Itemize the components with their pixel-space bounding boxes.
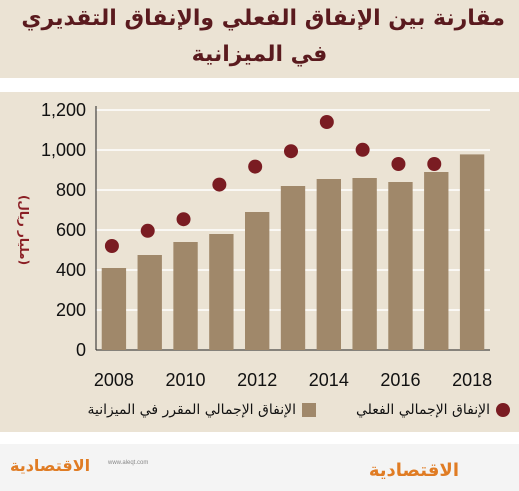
data-point bbox=[391, 157, 406, 171]
y-tick-label: 400 bbox=[56, 260, 86, 280]
data-point bbox=[284, 144, 298, 159]
bar bbox=[280, 186, 306, 350]
x-tick-label: 2016 bbox=[380, 370, 420, 390]
data-point bbox=[248, 159, 263, 174]
data-point bbox=[140, 223, 155, 238]
y-tick-label: 200 bbox=[56, 300, 86, 320]
y-tick-label: 0 bbox=[76, 340, 86, 360]
data-point bbox=[355, 142, 370, 157]
brand-logo-left: الاقتصادية bbox=[10, 456, 91, 475]
bar bbox=[316, 179, 341, 350]
footer: الاقتصادية www.aleqt.com الاقتصادية bbox=[0, 444, 519, 491]
legend-label-actual: الإنفاق الإجمالي الفعلي bbox=[356, 402, 490, 418]
legend-label-budget: الإنفاق الإجمالي المقرر في الميزانية bbox=[87, 402, 297, 418]
legend: الإنفاق الإجمالي الفعلي الإنفاق الإجمالي… bbox=[40, 398, 510, 422]
bar bbox=[424, 172, 449, 350]
y-tick-label: 1,200 bbox=[41, 100, 86, 120]
legend-bar-swatch bbox=[302, 403, 316, 417]
legend-item-budget: الإنفاق الإجمالي المقرر في الميزانية bbox=[87, 402, 316, 418]
bar bbox=[459, 154, 485, 350]
y-tick-label: 1,000 bbox=[41, 140, 86, 160]
x-tick-label: 2012 bbox=[237, 370, 277, 390]
data-point bbox=[319, 115, 334, 129]
bar bbox=[137, 255, 162, 350]
y-tick-label: 800 bbox=[56, 180, 86, 200]
chart-title-line1: مقارنة بين الإنفاق الفعلي والإنفاق التقد… bbox=[21, 6, 505, 31]
bar bbox=[101, 268, 127, 350]
x-tick-label: 2008 bbox=[94, 370, 134, 390]
y-tick-label: 600 bbox=[56, 220, 86, 240]
x-tick-label: 2010 bbox=[166, 370, 206, 390]
bar bbox=[388, 182, 413, 350]
data-point bbox=[176, 212, 191, 227]
brand-logo-right: الاقتصادية bbox=[368, 460, 459, 481]
data-point bbox=[104, 239, 119, 253]
bar bbox=[209, 234, 234, 350]
bar bbox=[173, 242, 198, 350]
chart-title-line2: في الميزانية bbox=[191, 42, 328, 67]
x-tick-label: 2014 bbox=[309, 370, 349, 390]
bar bbox=[352, 178, 377, 350]
legend-item-actual: الإنفاق الإجمالي الفعلي bbox=[356, 402, 510, 418]
data-point bbox=[427, 157, 442, 171]
data-point bbox=[212, 177, 227, 192]
legend-dot-swatch bbox=[496, 403, 510, 417]
chart-svg: 0 200 400 600 800 1,000 1,200 (مليار ريال) 2008 2… bbox=[17, 100, 492, 390]
title-banner: مقارنة بين الإنفاق الفعلي والإنفاق التقد… bbox=[0, 0, 519, 78]
y-axis-label: (مليار ريال) bbox=[17, 195, 31, 265]
x-tick-label: 2018 bbox=[452, 370, 492, 390]
bar bbox=[245, 212, 270, 350]
footer-url: www.aleqt.com bbox=[108, 460, 149, 466]
